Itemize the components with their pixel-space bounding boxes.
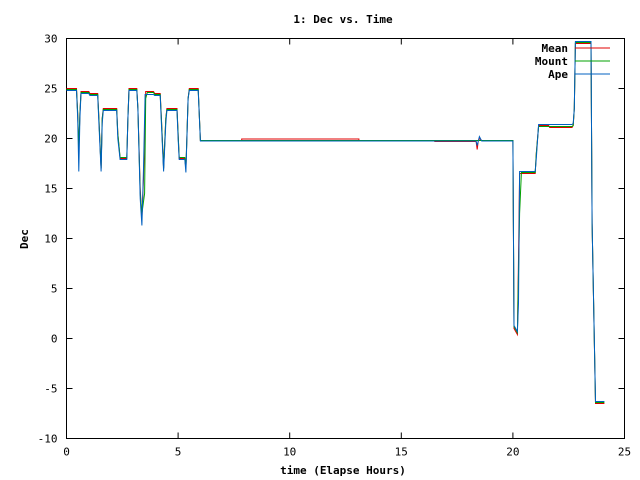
x-tick-label: 5 — [175, 446, 182, 459]
x-axis-label: time (Elapse Hours) — [280, 464, 406, 477]
legend-label-mount: Mount — [535, 55, 568, 68]
x-tick-label: 15 — [395, 446, 408, 459]
y-tick-label: -5 — [44, 383, 57, 396]
y-tick-label: 10 — [44, 233, 57, 246]
y-axis-label: Dec — [18, 229, 31, 249]
legend-label-mean: Mean — [542, 42, 569, 55]
series-line-mean — [66, 43, 605, 404]
x-tick-label: 0 — [63, 446, 70, 459]
x-tick-label: 10 — [283, 446, 296, 459]
y-tick-label: 30 — [44, 33, 57, 46]
series-line-ape — [66, 41, 605, 402]
x-tick-label: 25 — [618, 446, 631, 459]
series-layer — [66, 41, 605, 404]
y-tick-label: 15 — [44, 183, 57, 196]
y-axis: 30 25 20 15 10 5 0 -5 -10 — [38, 33, 625, 446]
y-tick-label: 5 — [51, 283, 58, 296]
y-tick-label: -10 — [38, 433, 58, 446]
y-tick-label: 25 — [44, 83, 57, 96]
series-line-mount — [66, 42, 605, 403]
chart-title: 1: Dec vs. Time — [293, 13, 393, 26]
legend-label-ape: Ape — [548, 68, 568, 81]
y-tick-label: 20 — [44, 133, 57, 146]
plot-frame — [66, 38, 625, 439]
x-tick-label: 20 — [506, 446, 519, 459]
x-axis: 0 5 10 15 20 25 — [63, 38, 631, 459]
y-tick-label: 0 — [51, 333, 58, 346]
